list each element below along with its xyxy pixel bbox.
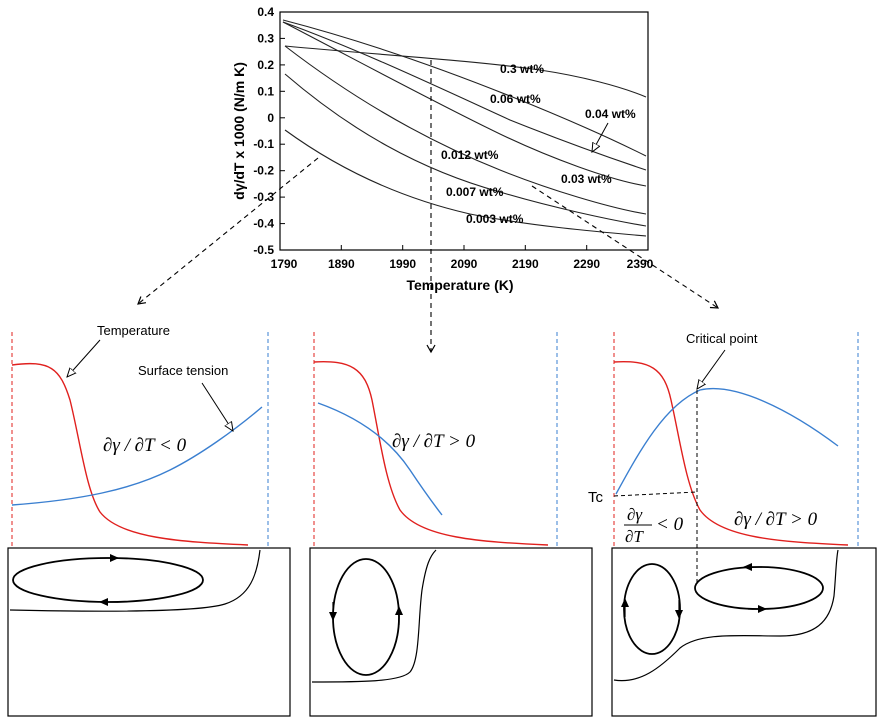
x-tick-labels: 1790 1890 1990 2090 2190 2290 2390 (271, 257, 654, 271)
connector-arrows (137, 60, 720, 354)
convection-loop-right (694, 566, 824, 610)
series-label: 0.007 wt% (446, 185, 504, 199)
x-tick-label: 1790 (271, 257, 298, 271)
y-tick-label: 0.2 (257, 58, 274, 72)
y-tick-label: -0.5 (253, 243, 274, 257)
series-0.3wt (284, 45, 647, 98)
top-chart: 0.4 0.3 0.2 0.1 0 -0.1 -0.2 -0.3 -0.4 -0… (231, 5, 654, 293)
temperature-pointer (67, 339, 101, 377)
surface-tension-curve (11, 406, 263, 506)
x-tick-label: 2190 (512, 257, 539, 271)
surface-tension-label: Surface tension (138, 363, 228, 378)
series-0.03wt (282, 21, 647, 187)
panel-middle: ∂γ / ∂T > 0 (309, 332, 593, 717)
series-0.012wt (284, 45, 647, 215)
y-axis-title: dγ/dT x 1000 (N/m K) (231, 62, 247, 200)
x-tick-label: 2390 (627, 257, 654, 271)
series-label: 0.003 wt% (466, 212, 524, 226)
temperature-curve (613, 361, 849, 546)
series-label: 0.03 wt% (561, 172, 612, 186)
x-tick-label: 2290 (573, 257, 600, 271)
series-label: 0.06 wt% (490, 92, 541, 106)
y-tick-label: 0.4 (257, 5, 274, 19)
melt-pool-boundary (311, 549, 437, 683)
surface-tension-curve (615, 388, 839, 495)
y-tick-labels: 0.4 0.3 0.2 0.1 0 -0.1 -0.2 -0.3 -0.4 -0… (253, 5, 274, 257)
critical-point-pointer (697, 349, 726, 389)
gradient-relation-left-numerator: ∂γ (627, 505, 643, 524)
convection-loop (332, 558, 400, 676)
panel-left: Temperature Surface tension ∂γ / ∂T < 0 (7, 323, 291, 717)
y-tick-label: -0.4 (253, 217, 274, 231)
y-tick-label: -0.3 (253, 190, 274, 204)
x-tick-label: 2090 (451, 257, 478, 271)
connector-left (137, 157, 319, 305)
gradient-relation-left-op: < 0 (656, 514, 684, 535)
series-0.003wt (284, 129, 647, 237)
tc-label: Tc (588, 489, 604, 506)
series-label-pointer (592, 122, 609, 152)
series-0.06wt (282, 19, 647, 157)
gradient-relation-left-denominator: ∂T (625, 527, 644, 546)
temperature-curve (11, 362, 249, 546)
surface-tension-curve (317, 402, 443, 516)
melt-pool-boundary (9, 549, 261, 612)
connector-right (531, 185, 720, 309)
series-labels: 0.3 wt% 0.06 wt% 0.04 wt% 0.03 wt% 0.012… (441, 62, 636, 226)
temperature-label: Temperature (97, 323, 170, 338)
flow-box (309, 547, 593, 717)
x-tick-label: 1990 (389, 257, 416, 271)
x-tick-marks (340, 245, 588, 250)
surface-tension-pointer (201, 382, 233, 431)
y-tick-label: -0.1 (253, 137, 274, 151)
series-label: 0.04 wt% (585, 107, 636, 121)
gradient-relation: ∂γ / ∂T < 0 (103, 435, 187, 456)
temperature-curve (313, 361, 549, 546)
flow-box (611, 547, 877, 717)
series-label: 0.012 wt% (441, 148, 499, 162)
y-tick-label: 0.3 (257, 31, 274, 45)
convection-loop (12, 557, 204, 603)
gradient-relation: ∂γ / ∂T > 0 (392, 431, 476, 452)
flow-box (7, 547, 291, 717)
gradient-relation-right: ∂γ / ∂T > 0 (734, 509, 818, 530)
critical-temperature-line (613, 491, 698, 497)
y-tick-marks (280, 11, 285, 225)
y-tick-label: -0.2 (253, 164, 274, 178)
critical-point-label: Critical point (686, 331, 758, 346)
melt-pool-boundary (613, 549, 839, 682)
convection-loop-left (623, 563, 681, 655)
y-tick-label: 0 (267, 111, 274, 125)
series-0.04wt (282, 21, 647, 171)
series-0.007wt (284, 73, 647, 227)
series-label: 0.3 wt% (500, 62, 544, 76)
y-tick-label: 0.1 (257, 84, 274, 98)
x-tick-label: 1890 (328, 257, 355, 271)
x-axis-title: Temperature (K) (406, 277, 513, 293)
series-curves (282, 19, 647, 237)
panel-right: Critical point Tc ∂γ ∂T < 0 ∂γ / ∂T > 0 (588, 331, 877, 717)
